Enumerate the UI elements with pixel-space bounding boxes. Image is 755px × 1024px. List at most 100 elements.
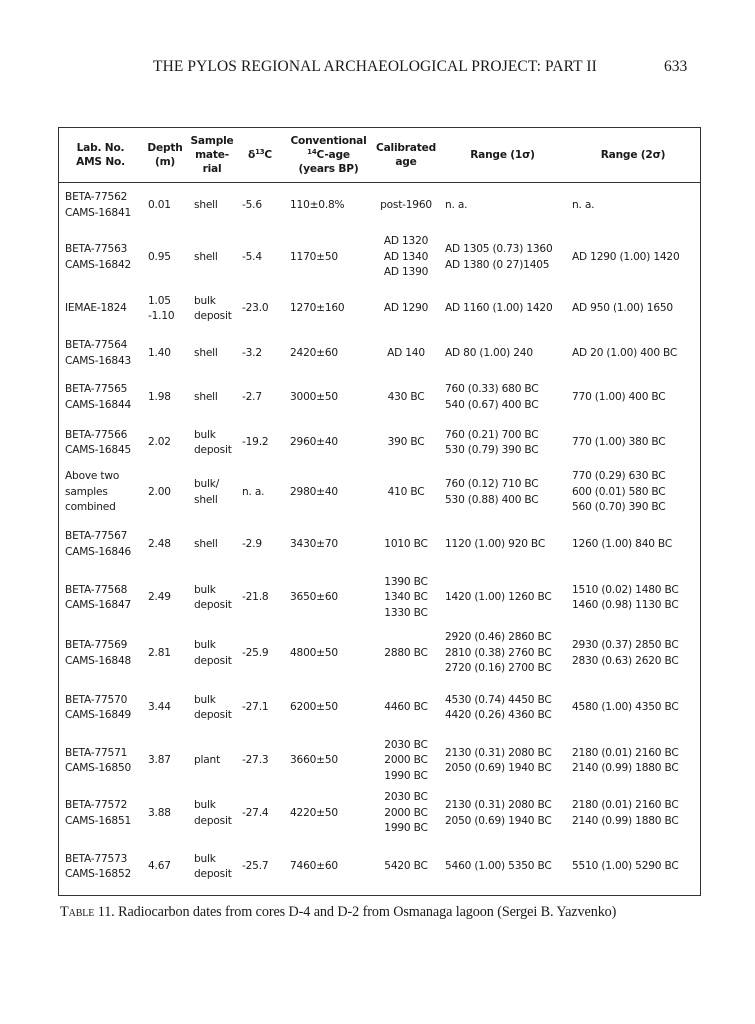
cell-delta13c: -5.6	[236, 183, 284, 229]
cell-line: 2000 BC	[384, 806, 428, 819]
column-header-depth: Depth (m)	[142, 128, 188, 183]
cell-depth: 2.00	[142, 467, 188, 519]
cell-line: AD 1380 (0 27)1405	[445, 258, 550, 271]
table-row: BETA-77562 CAMS-16841 0.01 shell -5.6 110±0.8…	[59, 183, 700, 229]
cell-line: -1.10	[148, 310, 175, 322]
cell-line: BETA-77568	[65, 583, 128, 596]
cell-delta13c: -2.9	[236, 519, 284, 571]
cell-line: 2830 (0.63) 2620 BC	[572, 654, 679, 667]
cell-line: CAMS-16850	[65, 762, 132, 774]
cell-line: 7460±60	[290, 860, 338, 873]
cell-line: 1270±160	[290, 302, 345, 315]
table-row: BETA-77569 CAMS-16848 2.81 bulk deposit -25.9…	[59, 626, 700, 682]
cell-line: AD 1290	[383, 302, 429, 315]
cell-line: 560 (0.70) 390 BC	[572, 501, 666, 514]
cell-line: shell	[194, 537, 218, 550]
cell-conventional-age: 2960±40	[284, 420, 373, 467]
cell-conventional-age: 3430±70	[284, 519, 373, 571]
table-row: BETA-77567 CAMS-16846 2.48 shell -2.9 3430±70…	[59, 519, 700, 571]
data-table: Lab. No. AMS No. Depth (m) Sample mate-rial δ 1…	[59, 128, 700, 895]
cell-sample-material: bulk deposit	[188, 788, 236, 840]
cell-line: 2180 (0.01) 2160 BC	[572, 799, 679, 811]
cell-line: bulk	[194, 294, 216, 307]
cell-conventional-age: 1270±160	[284, 287, 373, 332]
cell-range-1sigma: 760 (0.21) 700 BC 530 (0.79) 390 BC	[439, 420, 566, 467]
cell-line: AD 1390	[383, 266, 429, 279]
cell-line: 4460 BC	[384, 701, 428, 714]
cell-range-1sigma: n. a.	[439, 183, 566, 229]
table-row: BETA-77566 CAMS-16845 2.02 bulk deposit -19.2…	[59, 420, 700, 467]
cell-conventional-age: 3650±60	[284, 571, 373, 626]
cell-line: post-1960	[380, 199, 432, 211]
cell-lab-no: BETA-77564 CAMS-16843	[59, 332, 142, 376]
cell-lab-no: BETA-77572 CAMS-16851	[59, 788, 142, 840]
cell-line: 3000±50	[290, 390, 338, 403]
cell-depth: 3.88	[142, 788, 188, 840]
cell-line: 4220±50	[290, 806, 338, 819]
cell-line: 1390 BC	[384, 575, 428, 588]
caption-text: Radiocarbon dates from cores D-4 and D-2…	[114, 904, 617, 920]
cell-line: 1460 (0.98) 1130 BC	[572, 599, 679, 611]
cell-line: shell	[194, 390, 218, 403]
column-header-lab-no: Lab. No. AMS No.	[59, 128, 142, 183]
cell-line: 2130 (0.31) 2080 BC	[445, 746, 552, 759]
column-header-conventional-age: Conventional 14C-age (years BP)	[284, 128, 373, 183]
cell-conventional-age: 4220±50	[284, 788, 373, 840]
cell-calibrated-age: 5420 BC	[373, 840, 439, 895]
cell-line: CAMS-16845	[65, 444, 132, 456]
cell-line: -5.4	[242, 250, 262, 263]
cell-range-1sigma: AD 1305 (0.73) 1360 AD 1380 (0 27)1405	[439, 229, 566, 287]
table-row: BETA-77570 CAMS-16849 3.44 bulk deposit -27.1…	[59, 682, 700, 735]
cell-line: 760 (0.33) 680 BC	[445, 383, 539, 395]
cell-delta13c: n. a.	[236, 467, 284, 519]
table-caption: Table 11. Radiocarbon dates from cores D…	[60, 904, 616, 921]
header-text: age	[395, 156, 417, 168]
cell-line: AD 1340	[383, 250, 429, 263]
cell-line: BETA-77572	[65, 799, 128, 811]
cell-line: CAMS-16841	[65, 206, 132, 219]
cell-line: 2960±40	[290, 436, 338, 449]
cell-line: deposit	[194, 654, 232, 667]
cell-line: n. a.	[572, 199, 595, 211]
cell-calibrated-age: 4460 BC	[373, 682, 439, 735]
cell-depth: 1.40	[142, 332, 188, 376]
cell-range-1sigma: 1120 (1.00) 920 BC	[439, 519, 566, 571]
cell-depth: 0.95	[142, 229, 188, 287]
cell-line: 4800±50	[290, 646, 338, 659]
cell-line: 6200±50	[290, 701, 338, 714]
cell-line: 2140 (0.99) 1880 BC	[572, 762, 679, 774]
cell-range-2sigma: 770 (1.00) 400 BC	[566, 376, 700, 420]
cell-line: 4420 (0.26) 4360 BC	[445, 709, 552, 721]
header-text: Range (1σ)	[470, 149, 535, 161]
cell-lab-no: BETA-77562 CAMS-16841	[59, 183, 142, 229]
cell-range-1sigma: AD 1160 (1.00) 1420	[439, 287, 566, 332]
cell-line: 3.88	[148, 806, 171, 819]
cell-line: CAMS-16842	[65, 258, 132, 271]
cell-line: -2.7	[242, 390, 262, 403]
cell-line: samples	[65, 485, 108, 498]
column-header-sample-material: Sample mate-rial	[188, 128, 236, 183]
cell-line: 390 BC	[387, 436, 425, 449]
header-text: δ	[248, 149, 256, 161]
header-text: Range (2σ)	[600, 149, 666, 161]
cell-line: 2880 BC	[384, 646, 428, 659]
header-line: age	[375, 155, 437, 169]
cell-lab-no: BETA-77568 CAMS-16847	[59, 571, 142, 626]
cell-line: 4580 (1.00) 4350 BC	[572, 701, 679, 714]
header-text: Lab. No.	[76, 142, 125, 154]
cell-line: shell	[194, 493, 218, 506]
cell-line: 1330 BC	[384, 606, 428, 619]
cell-sample-material: shell	[188, 519, 236, 571]
cell-sample-material: bulk deposit	[188, 420, 236, 467]
cell-line: 2920 (0.46) 2860 BC	[445, 631, 552, 644]
table-row: BETA-77571 CAMS-16850 3.87 plant -27.3 3660±5…	[59, 735, 700, 788]
cell-line: 110±0.8%	[290, 199, 345, 211]
cell-conventional-age: 7460±60	[284, 840, 373, 895]
cell-line: AD 140	[387, 346, 425, 359]
cell-delta13c: -2.7	[236, 376, 284, 420]
cell-delta13c: -19.2	[236, 420, 284, 467]
cell-line: BETA-77570	[65, 693, 128, 706]
cell-line: 2.48	[148, 537, 171, 550]
cell-line: 410 BC	[387, 485, 425, 498]
cell-range-2sigma: 1510 (0.02) 1480 BC 1460 (0.98) 1130 BC	[566, 571, 700, 626]
